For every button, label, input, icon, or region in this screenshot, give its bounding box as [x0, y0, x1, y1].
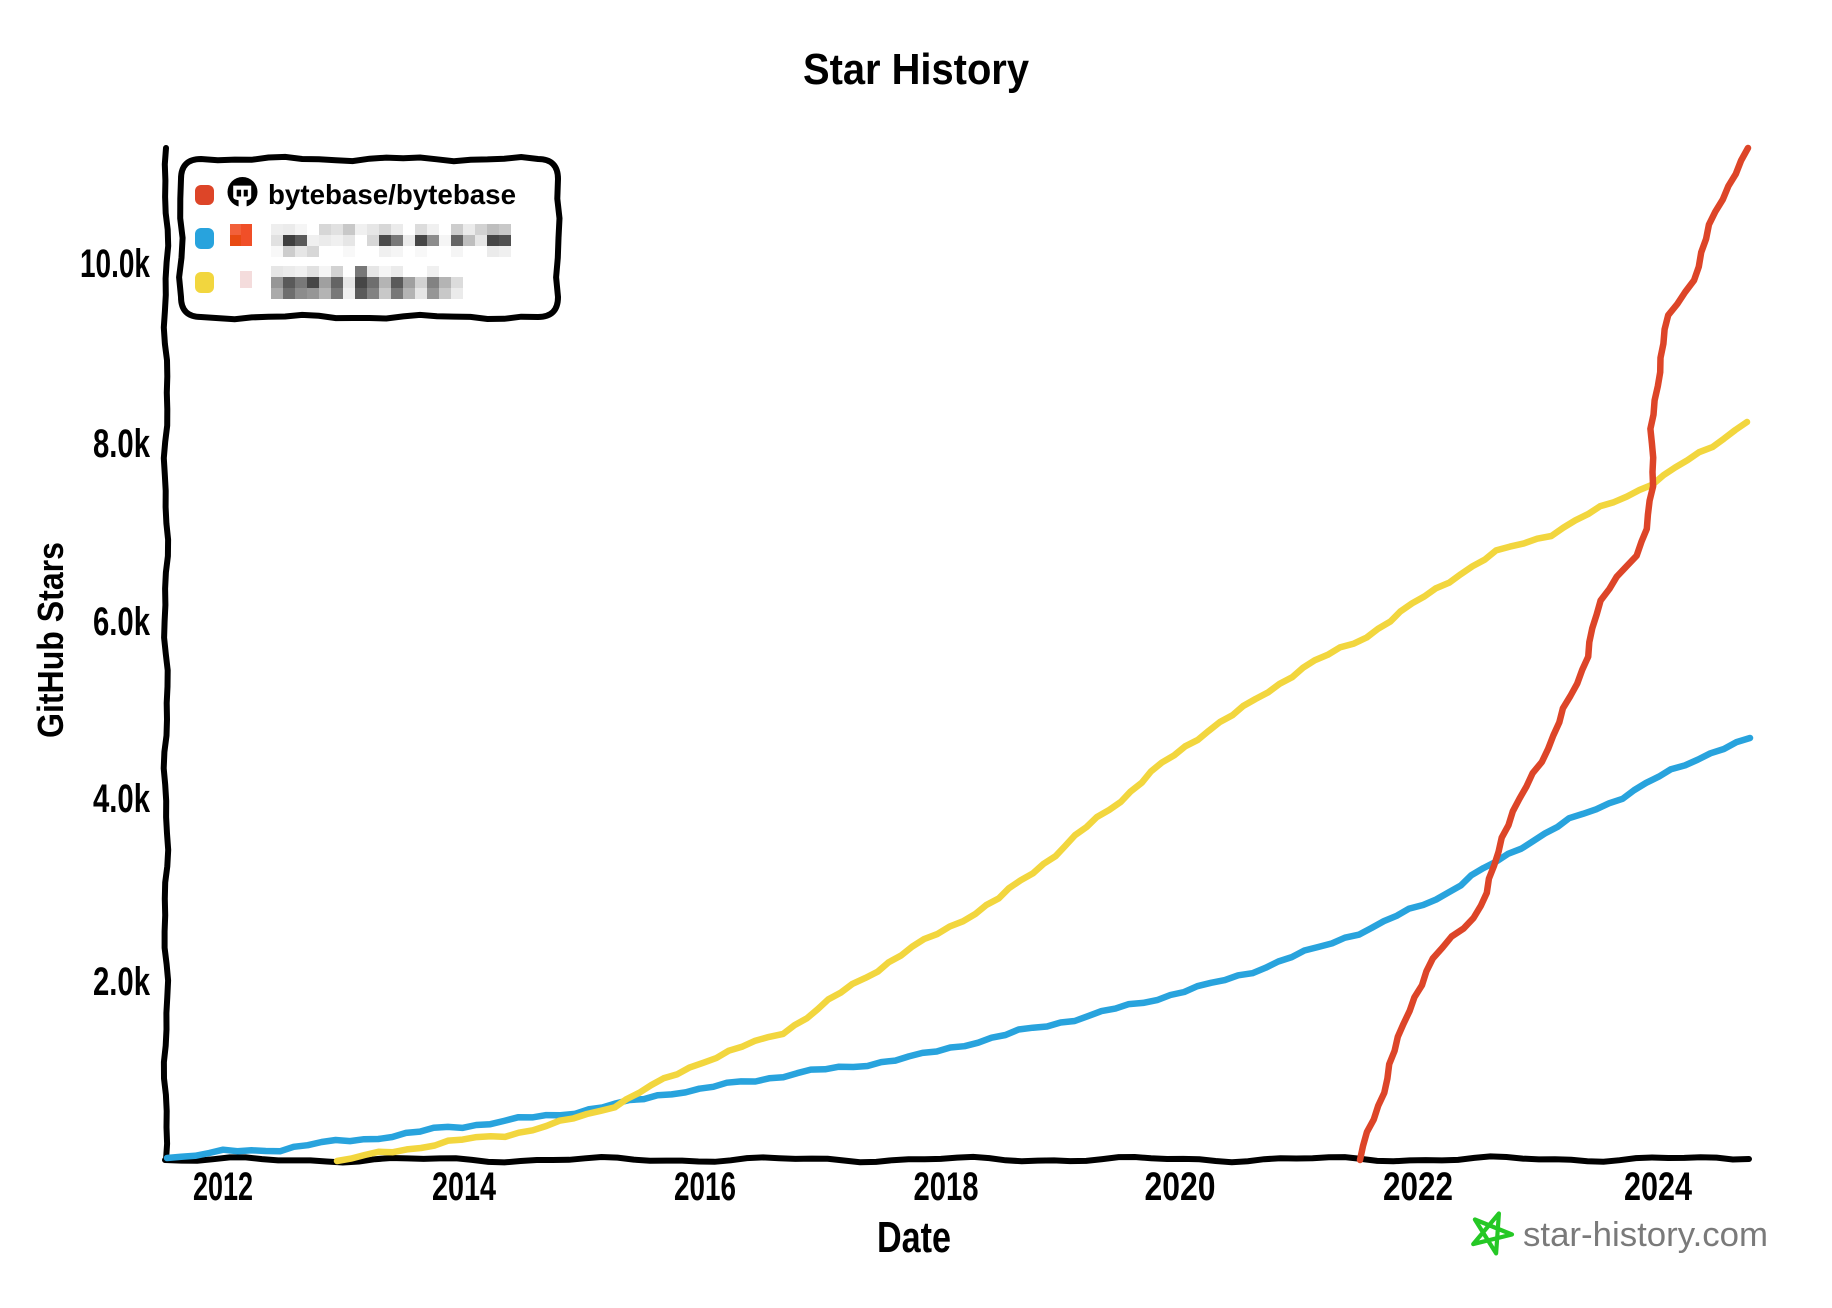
svg-text:4.0k: 4.0k: [93, 777, 151, 821]
svg-text:2022: 2022: [1383, 1165, 1453, 1209]
svg-text:6.0k: 6.0k: [93, 600, 151, 644]
svg-text:2024: 2024: [1624, 1165, 1693, 1209]
svg-text:2014: 2014: [432, 1165, 497, 1209]
svg-text:Star History: Star History: [803, 45, 1029, 94]
svg-text:2018: 2018: [914, 1165, 979, 1209]
svg-text:Date: Date: [877, 1213, 951, 1262]
svg-text:10.0k: 10.0k: [80, 242, 151, 286]
svg-text:2016: 2016: [674, 1165, 736, 1209]
svg-text:GitHub Stars: GitHub Stars: [30, 542, 71, 738]
svg-text:star-history.com: star-history.com: [1523, 1216, 1768, 1254]
svg-text:2020: 2020: [1145, 1165, 1216, 1209]
svg-text:bytebase/bytebase: bytebase/bytebase: [268, 179, 516, 210]
svg-text:2.0k: 2.0k: [93, 960, 151, 1004]
svg-text:2012: 2012: [193, 1165, 253, 1209]
svg-text:8.0k: 8.0k: [93, 422, 151, 466]
